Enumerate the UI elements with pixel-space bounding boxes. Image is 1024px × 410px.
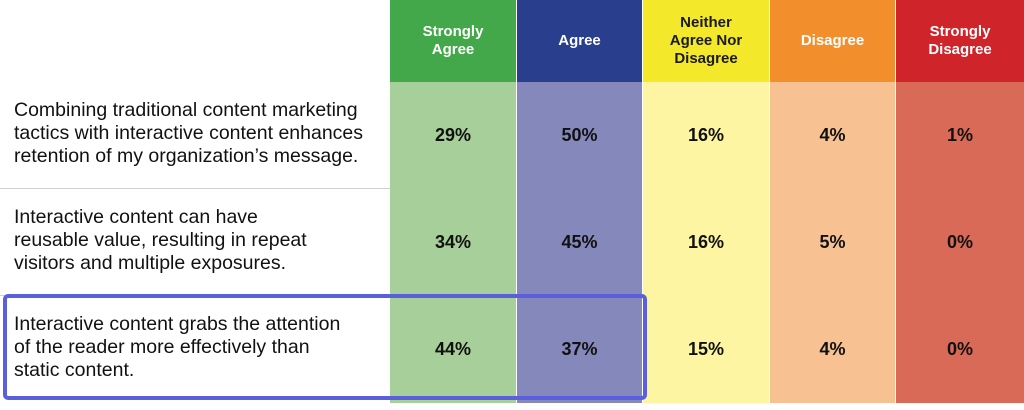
- cell-r1-c5: 1%: [896, 82, 1024, 189]
- cell-r2-c1: 34%: [390, 189, 516, 296]
- cell-r2-c3: 16%: [643, 189, 769, 296]
- cell-r1-c3: 16%: [643, 82, 769, 189]
- column-header-2: Agree: [517, 0, 642, 82]
- cell-r3-c2: 37%: [517, 296, 642, 403]
- column-header-4: Disagree: [770, 0, 895, 82]
- row-statement-2: Interactive content can have reusable va…: [14, 206, 307, 274]
- row-statement-3: Interactive content grabs the attention …: [14, 313, 341, 381]
- column-header-5: Strongly Disagree: [896, 0, 1024, 82]
- column-header-3: Neither Agree Nor Disagree: [643, 0, 769, 82]
- cell-r3-c5: 0%: [896, 296, 1024, 403]
- row-divider-1: [0, 188, 390, 189]
- cell-r2-c4: 5%: [770, 189, 895, 296]
- cell-r3-c3: 15%: [643, 296, 769, 403]
- row-statement-1: Combining traditional content marketing …: [14, 99, 364, 167]
- cell-r1-c2: 50%: [517, 82, 642, 189]
- column-header-1: Strongly Agree: [390, 0, 516, 82]
- cell-r2-c2: 45%: [517, 189, 642, 296]
- cell-r1-c1: 29%: [390, 82, 516, 189]
- cell-r1-c4: 4%: [770, 82, 895, 189]
- cell-r2-c5: 0%: [896, 189, 1024, 296]
- cell-r3-c4: 4%: [770, 296, 895, 403]
- cell-r3-c1: 44%: [390, 296, 516, 403]
